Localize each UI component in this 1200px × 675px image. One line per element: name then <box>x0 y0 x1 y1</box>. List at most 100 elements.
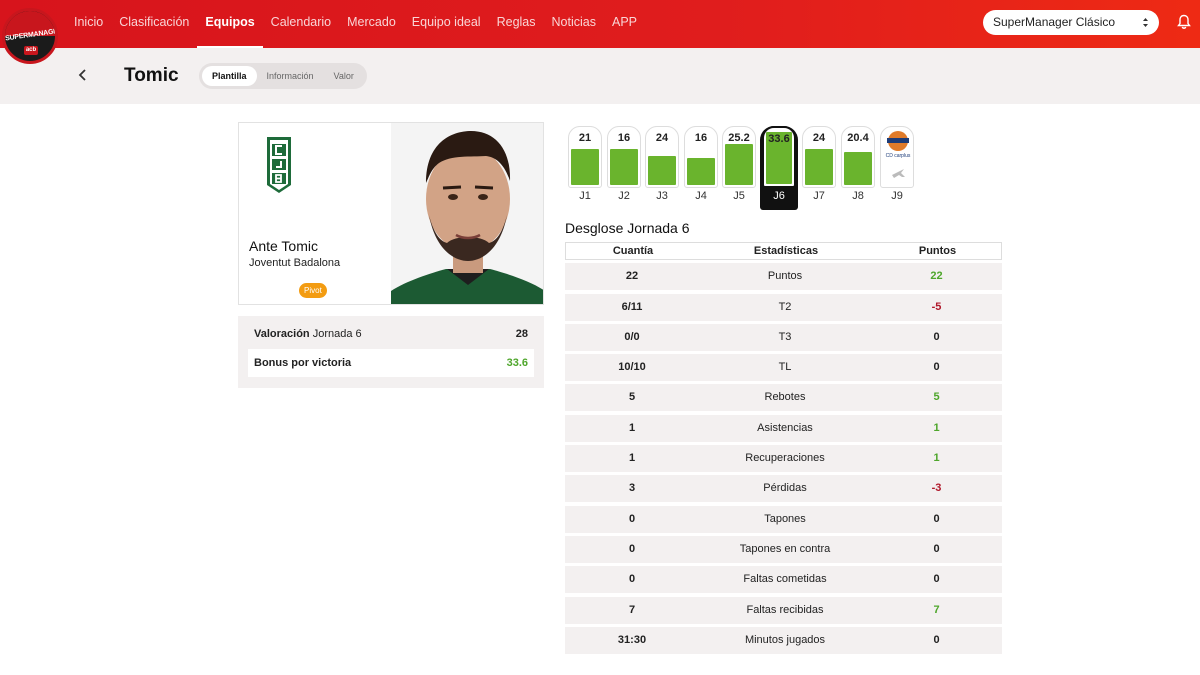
stat-points: 5 <box>933 391 940 404</box>
bonus-label: Bonus por victoria <box>254 357 352 369</box>
round-points-bar <box>805 149 833 185</box>
stat-points: 1 <box>933 452 940 465</box>
stat-quantity: 3 <box>628 482 636 495</box>
notification-bell-icon[interactable] <box>1176 14 1192 30</box>
stat-name: Tapones en contra <box>739 542 831 555</box>
tab-plantilla[interactable]: Plantilla <box>202 66 257 86</box>
round-j7[interactable]: 24 <box>802 126 836 188</box>
round-points: 25.2 <box>728 132 750 144</box>
nav-item[interactable]: Clasificación <box>119 15 190 29</box>
table-row: 0 Tapones 0 <box>565 505 1002 533</box>
nav-item[interactable]: Mercado <box>347 15 396 29</box>
table-row: 3 Pérdidas -3 <box>565 475 1002 503</box>
round-j8[interactable]: 20.4 <box>841 126 875 188</box>
stat-name: Asistencias <box>757 421 813 434</box>
round-points-bar <box>766 132 792 184</box>
round-points: 20.4 <box>847 132 869 144</box>
round-j1[interactable]: 21 <box>568 126 602 188</box>
valoracion-box: Valoración Jornada 6 28 Bonus por victor… <box>238 316 544 388</box>
round-points: 16 <box>694 132 708 144</box>
stat-name: Recuperaciones <box>745 452 825 465</box>
player-card: Ante Tomic Joventut Badalona Pivot <box>238 122 544 305</box>
nav-menu: Inicio Clasificación Equipos Calendario Merc… <box>66 0 645 48</box>
round-j4[interactable]: 16 <box>684 126 718 188</box>
tab-informacion[interactable]: Información <box>266 71 314 81</box>
tab-valor[interactable]: Valor <box>333 71 354 81</box>
round-label: J3 <box>656 190 668 202</box>
stat-name: Tapones <box>764 512 806 525</box>
away-plane-icon <box>892 169 905 178</box>
round-label: J7 <box>813 190 825 202</box>
table-row: 22 Puntos 22 <box>565 263 1002 291</box>
round-j3[interactable]: 24 <box>645 126 679 188</box>
nav-item[interactable]: Equipo ideal <box>411 15 481 29</box>
table-row: 1 Asistencias 1 <box>565 414 1002 442</box>
bonus-value: 33.6 <box>506 357 528 369</box>
table-row: 5 Rebotes 5 <box>565 384 1002 412</box>
table-row: 7 Faltas recibidas 7 <box>565 596 1002 624</box>
nav-item[interactable]: Inicio <box>74 15 104 29</box>
round-label: J2 <box>618 190 630 202</box>
table-row: 0 Tapones en contra 0 <box>565 535 1002 563</box>
stat-quantity: 31:30 <box>617 633 647 646</box>
position-badge: Pivot <box>299 283 327 298</box>
supermanager-logo[interactable]: SUPERMANAGER acb <box>2 8 58 64</box>
player-header: Tomic Plantilla Información Valor <box>0 48 1200 104</box>
nav-item[interactable]: APP <box>611 15 637 29</box>
stat-points: 0 <box>933 330 940 343</box>
header-puntos: Puntos <box>918 245 957 257</box>
table-row: 0 Faltas cometidas 0 <box>565 566 1002 594</box>
stat-name: Pérdidas <box>763 482 807 495</box>
page-title: Tomic <box>124 65 179 86</box>
round-points-bar <box>844 152 872 185</box>
game-mode-value: SuperManager Clásico <box>993 15 1116 29</box>
table-row: 6/11 T2 -5 <box>565 293 1002 321</box>
stat-points: -3 <box>931 482 942 495</box>
valoracion-row: Valoración Jornada 6 28 <box>254 328 528 340</box>
round-label: J8 <box>852 190 864 202</box>
stat-quantity: 5 <box>628 391 636 404</box>
stat-name: T2 <box>778 300 792 313</box>
stat-points: 0 <box>933 542 940 555</box>
valoracion-jornada: Jornada 6 <box>309 328 362 340</box>
stat-quantity: 10/10 <box>618 361 646 374</box>
nav-item[interactable]: Calendario <box>270 15 332 29</box>
round-label: J4 <box>695 190 707 202</box>
stat-name: Rebotes <box>764 391 806 404</box>
round-points-bar <box>571 149 599 185</box>
stat-points: -5 <box>931 300 942 313</box>
stat-quantity: 1 <box>628 452 636 465</box>
nav-item[interactable]: Noticias <box>551 15 596 29</box>
round-j2[interactable]: 16 <box>607 126 641 188</box>
round-points-bar <box>610 149 638 185</box>
stat-points: 1 <box>933 421 940 434</box>
opponent-label: CD carplus <box>886 153 911 159</box>
table-row: 1 Recuperaciones 1 <box>565 445 1002 473</box>
round-j6[interactable]: 33.6 <box>762 126 796 188</box>
table-row: 31:30 Minutos jugados 0 <box>565 626 1002 654</box>
round-label: J9 <box>891 190 903 202</box>
round-j9[interactable]: CD carplus <box>880 126 914 188</box>
rounds-strip: 21 J1 16 J2 24 J3 16 J4 25.2 J5 33.6 J6 24 J7 20.4 J8 CD… <box>566 126 926 210</box>
player-name: Ante Tomic <box>249 238 318 254</box>
nav-item[interactable]: Equipos <box>197 0 263 48</box>
round-points-bar <box>725 144 753 185</box>
stat-name: TL <box>778 361 792 374</box>
header-estadisticas: Estadísticas <box>753 245 819 257</box>
round-points: 24 <box>812 132 826 144</box>
stat-points: 0 <box>933 633 940 646</box>
breakdown-table: Cuantía Estadísticas Puntos 22 Puntos 22 6/… <box>565 242 1002 654</box>
stat-name: Faltas recibidas <box>746 603 824 616</box>
back-arrow-icon[interactable] <box>76 68 90 82</box>
stat-name: T3 <box>778 330 792 343</box>
nav-item[interactable]: Reglas <box>496 15 536 29</box>
stat-quantity: 22 <box>625 270 639 283</box>
valoracion-value: 28 <box>515 328 528 340</box>
table-row: 10/10 TL 0 <box>565 354 1002 382</box>
round-label: J5 <box>733 190 745 202</box>
team-logo-icon <box>267 137 291 193</box>
round-points-bar <box>648 156 676 185</box>
round-j5[interactable]: 25.2 <box>722 126 756 188</box>
game-mode-select[interactable]: SuperManager Clásico <box>983 10 1159 35</box>
stat-name: Faltas cometidas <box>743 573 827 586</box>
